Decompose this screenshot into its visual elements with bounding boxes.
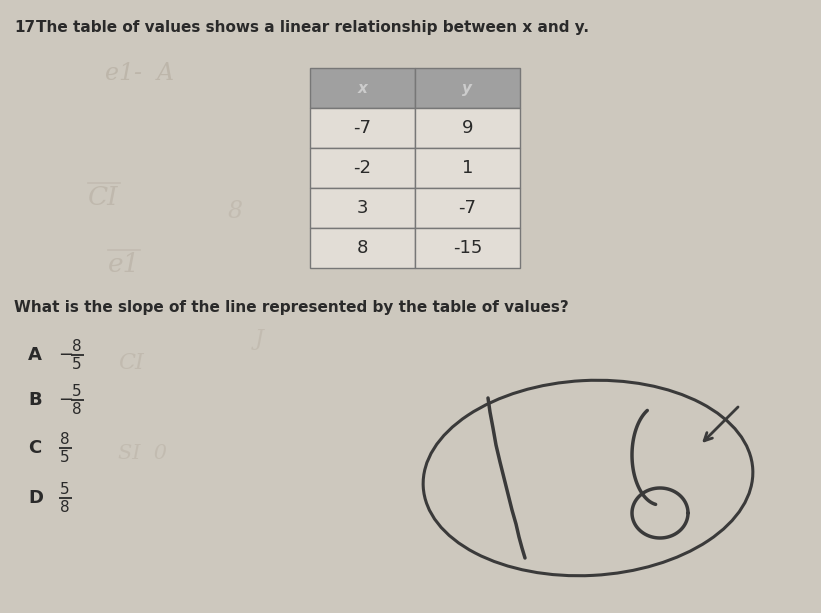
Text: J: J [255, 328, 264, 350]
Text: −: − [58, 346, 73, 364]
Text: 17: 17 [14, 20, 35, 35]
Bar [415, 108, 520, 148]
Bar [310, 108, 415, 148]
Text: 1: 1 [461, 159, 473, 177]
Text: 5: 5 [60, 449, 70, 465]
Text: What is the slope of the line represented by the table of values?: What is the slope of the line represente… [14, 300, 569, 315]
Text: 8: 8 [60, 500, 70, 514]
Text: -2: -2 [354, 159, 371, 177]
Text: 3: 3 [357, 199, 369, 217]
Text: 5: 5 [72, 384, 82, 398]
Bar [310, 148, 415, 188]
Text: The table of values shows a linear relationship between x and y.: The table of values shows a linear relat… [36, 20, 589, 35]
Text: CI: CI [88, 185, 118, 210]
Bar [415, 188, 520, 228]
Text: 8: 8 [357, 239, 368, 257]
Text: e1: e1 [108, 252, 140, 277]
Text: A: A [28, 346, 42, 364]
Bar [310, 228, 415, 268]
Text: CI: CI [118, 352, 144, 374]
Text: -15: -15 [453, 239, 482, 257]
Bar [415, 228, 520, 268]
Bar [415, 68, 520, 108]
Text: 5: 5 [72, 357, 82, 371]
Text: y: y [462, 80, 473, 96]
Text: 8: 8 [228, 200, 243, 223]
Text: 5: 5 [60, 481, 70, 497]
Text: e1-  A: e1- A [105, 62, 174, 85]
Bar [415, 148, 520, 188]
Text: 9: 9 [461, 119, 473, 137]
Bar [310, 188, 415, 228]
Text: C: C [28, 439, 41, 457]
Text: SI  0: SI 0 [118, 443, 167, 462]
Bar [310, 68, 415, 108]
Text: -7: -7 [354, 119, 371, 137]
Text: -7: -7 [458, 199, 476, 217]
Text: 8: 8 [72, 402, 82, 416]
Text: B: B [28, 391, 42, 409]
Text: 8: 8 [60, 432, 70, 446]
Text: D: D [28, 489, 43, 507]
Text: 8: 8 [72, 338, 82, 354]
Text: x: x [358, 80, 368, 96]
Text: −: − [58, 391, 73, 409]
